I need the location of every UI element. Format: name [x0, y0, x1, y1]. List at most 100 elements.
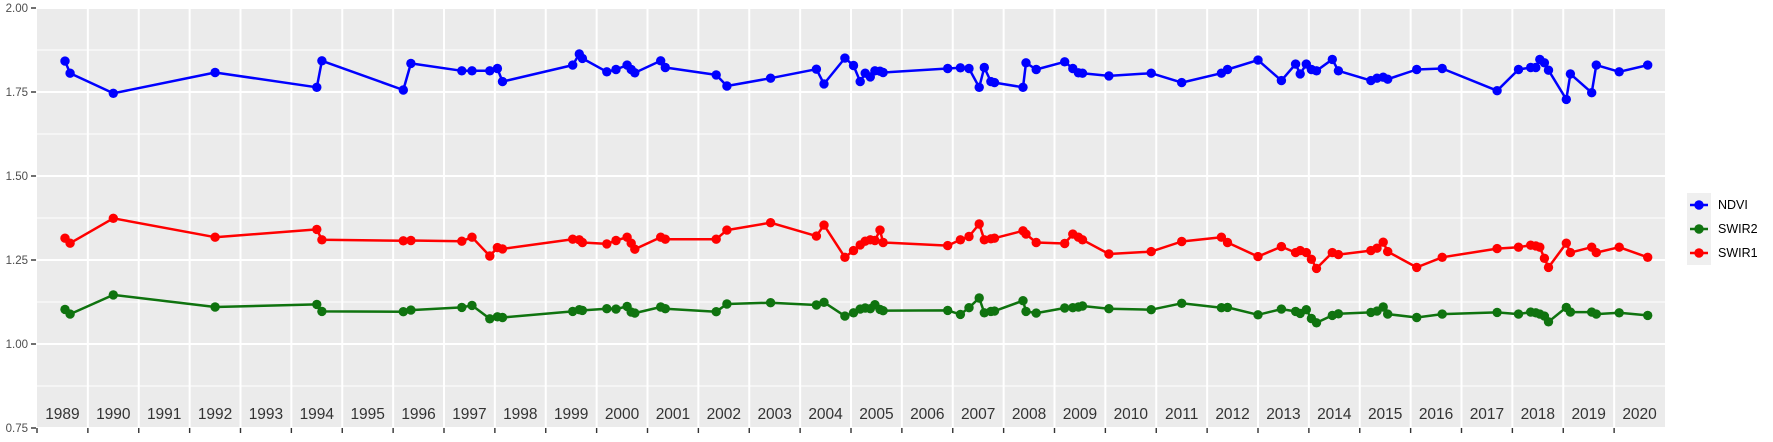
legend-entry-swir2: SWIR2	[1687, 217, 1758, 241]
data-point-swir1	[1253, 251, 1263, 262]
data-point-swir2	[1018, 296, 1028, 306]
data-point-swir2	[467, 300, 477, 311]
data-point-swir2	[1492, 307, 1502, 318]
data-point-ndvi	[60, 56, 70, 66]
data-point-swir2	[1383, 309, 1393, 319]
data-point-swir2	[1543, 317, 1554, 327]
data-point-swir2	[819, 297, 829, 307]
legend-key-icon	[1687, 217, 1711, 241]
data-point-swir1	[65, 238, 75, 248]
data-point-swir1	[870, 235, 880, 246]
data-point-ndvi	[1021, 58, 1031, 68]
svg-text:0.75: 0.75	[6, 423, 28, 435]
data-point-ndvi	[630, 68, 640, 78]
data-point-swir2	[1591, 309, 1602, 319]
y-axis-labels: 0.75 1.00 1.25 1.50 1.75 2.00	[6, 3, 28, 435]
data-point-swir1	[1216, 232, 1227, 242]
data-point-ndvi	[398, 85, 408, 95]
data-point-swir1	[1104, 249, 1114, 259]
legend-entry-ndvi: NDVI	[1687, 193, 1758, 217]
data-point-ndvi	[660, 62, 670, 73]
data-point-swir2	[317, 306, 327, 317]
svg-text:1991: 1991	[147, 406, 181, 423]
data-point-swir1	[1412, 262, 1422, 273]
legend-label: SWIR1	[1718, 246, 1758, 260]
data-point-swir1	[1306, 254, 1317, 264]
svg-text:1992: 1992	[198, 406, 232, 423]
data-point-swir2	[811, 300, 822, 310]
data-point-ndvi	[611, 64, 621, 75]
svg-text:1990: 1990	[96, 406, 131, 423]
data-point-swir2	[878, 306, 888, 316]
data-point-swir1	[1565, 247, 1576, 258]
data-point-swir2	[1333, 309, 1344, 319]
data-point-ndvi	[943, 63, 953, 74]
data-point-swir2	[1146, 305, 1156, 315]
data-point-ndvi	[848, 60, 859, 71]
data-point-swir1	[467, 232, 477, 242]
data-point-swir1	[317, 235, 327, 245]
svg-text:2015: 2015	[1368, 406, 1402, 423]
data-point-ndvi	[964, 63, 974, 74]
data-point-ndvi	[467, 66, 477, 76]
data-point-swir1	[1383, 246, 1393, 257]
data-point-ndvi	[979, 62, 989, 73]
data-point-swir2	[630, 308, 640, 318]
data-point-ndvi	[1146, 68, 1156, 78]
data-point-ndvi	[765, 73, 776, 83]
data-point-ndvi	[1311, 66, 1322, 76]
svg-text:2000: 2000	[605, 406, 640, 423]
data-point-ndvi	[1290, 59, 1301, 69]
data-point-ndvi	[974, 82, 984, 93]
data-point-swir2	[108, 290, 119, 300]
data-point-ndvi	[1177, 77, 1187, 88]
data-point-ndvi	[878, 67, 888, 78]
svg-text:2010: 2010	[1114, 406, 1149, 423]
legend-key-icon	[1687, 193, 1711, 217]
data-point-swir2	[1253, 310, 1263, 320]
data-point-swir1	[1437, 252, 1447, 262]
data-point-ndvi	[955, 63, 966, 73]
svg-text:1.00: 1.00	[6, 339, 28, 351]
data-point-ndvi	[1031, 64, 1041, 75]
svg-text:2008: 2008	[1012, 406, 1046, 423]
data-point-swir2	[1412, 312, 1422, 323]
series-swir2	[60, 290, 1653, 328]
data-point-swir1	[765, 218, 776, 228]
data-point-swir1	[1031, 237, 1041, 248]
data-point-swir1	[1077, 235, 1088, 245]
data-point-ndvi	[497, 76, 508, 87]
data-point-ndvi	[1383, 74, 1393, 84]
data-point-swir2	[989, 306, 1000, 316]
data-point-swir1	[497, 244, 508, 254]
data-point-swir1	[1177, 236, 1187, 247]
data-point-swir1	[1301, 247, 1312, 258]
data-point-swir2	[210, 302, 220, 312]
data-point-swir1	[878, 237, 888, 248]
data-point-ndvi	[1018, 82, 1028, 93]
data-point-swir1	[811, 231, 822, 241]
series-ndvi	[60, 49, 1653, 105]
data-point-ndvi	[811, 64, 822, 74]
data-point-swir1	[1060, 238, 1070, 249]
data-point-ndvi	[1104, 71, 1114, 81]
data-point-swir2	[1276, 304, 1287, 314]
data-point-swir2	[722, 299, 732, 309]
data-point-swir1	[1539, 253, 1550, 263]
svg-text:2005: 2005	[859, 406, 893, 423]
svg-text:1994: 1994	[300, 406, 335, 423]
data-point-ndvi	[1539, 58, 1550, 68]
data-point-ndvi	[317, 56, 327, 66]
svg-text:2013: 2013	[1266, 406, 1300, 423]
svg-text:2017: 2017	[1470, 406, 1504, 423]
data-point-ndvi	[1276, 75, 1287, 86]
svg-text:2.00: 2.00	[6, 3, 28, 15]
axis-ticks	[31, 7, 1615, 433]
data-point-swir2	[1177, 298, 1187, 308]
svg-text:2004: 2004	[808, 406, 843, 423]
data-point-swir2	[1301, 305, 1312, 315]
svg-text:1997: 1997	[452, 406, 486, 423]
data-point-swir2	[406, 305, 416, 315]
data-point-ndvi	[819, 79, 829, 89]
